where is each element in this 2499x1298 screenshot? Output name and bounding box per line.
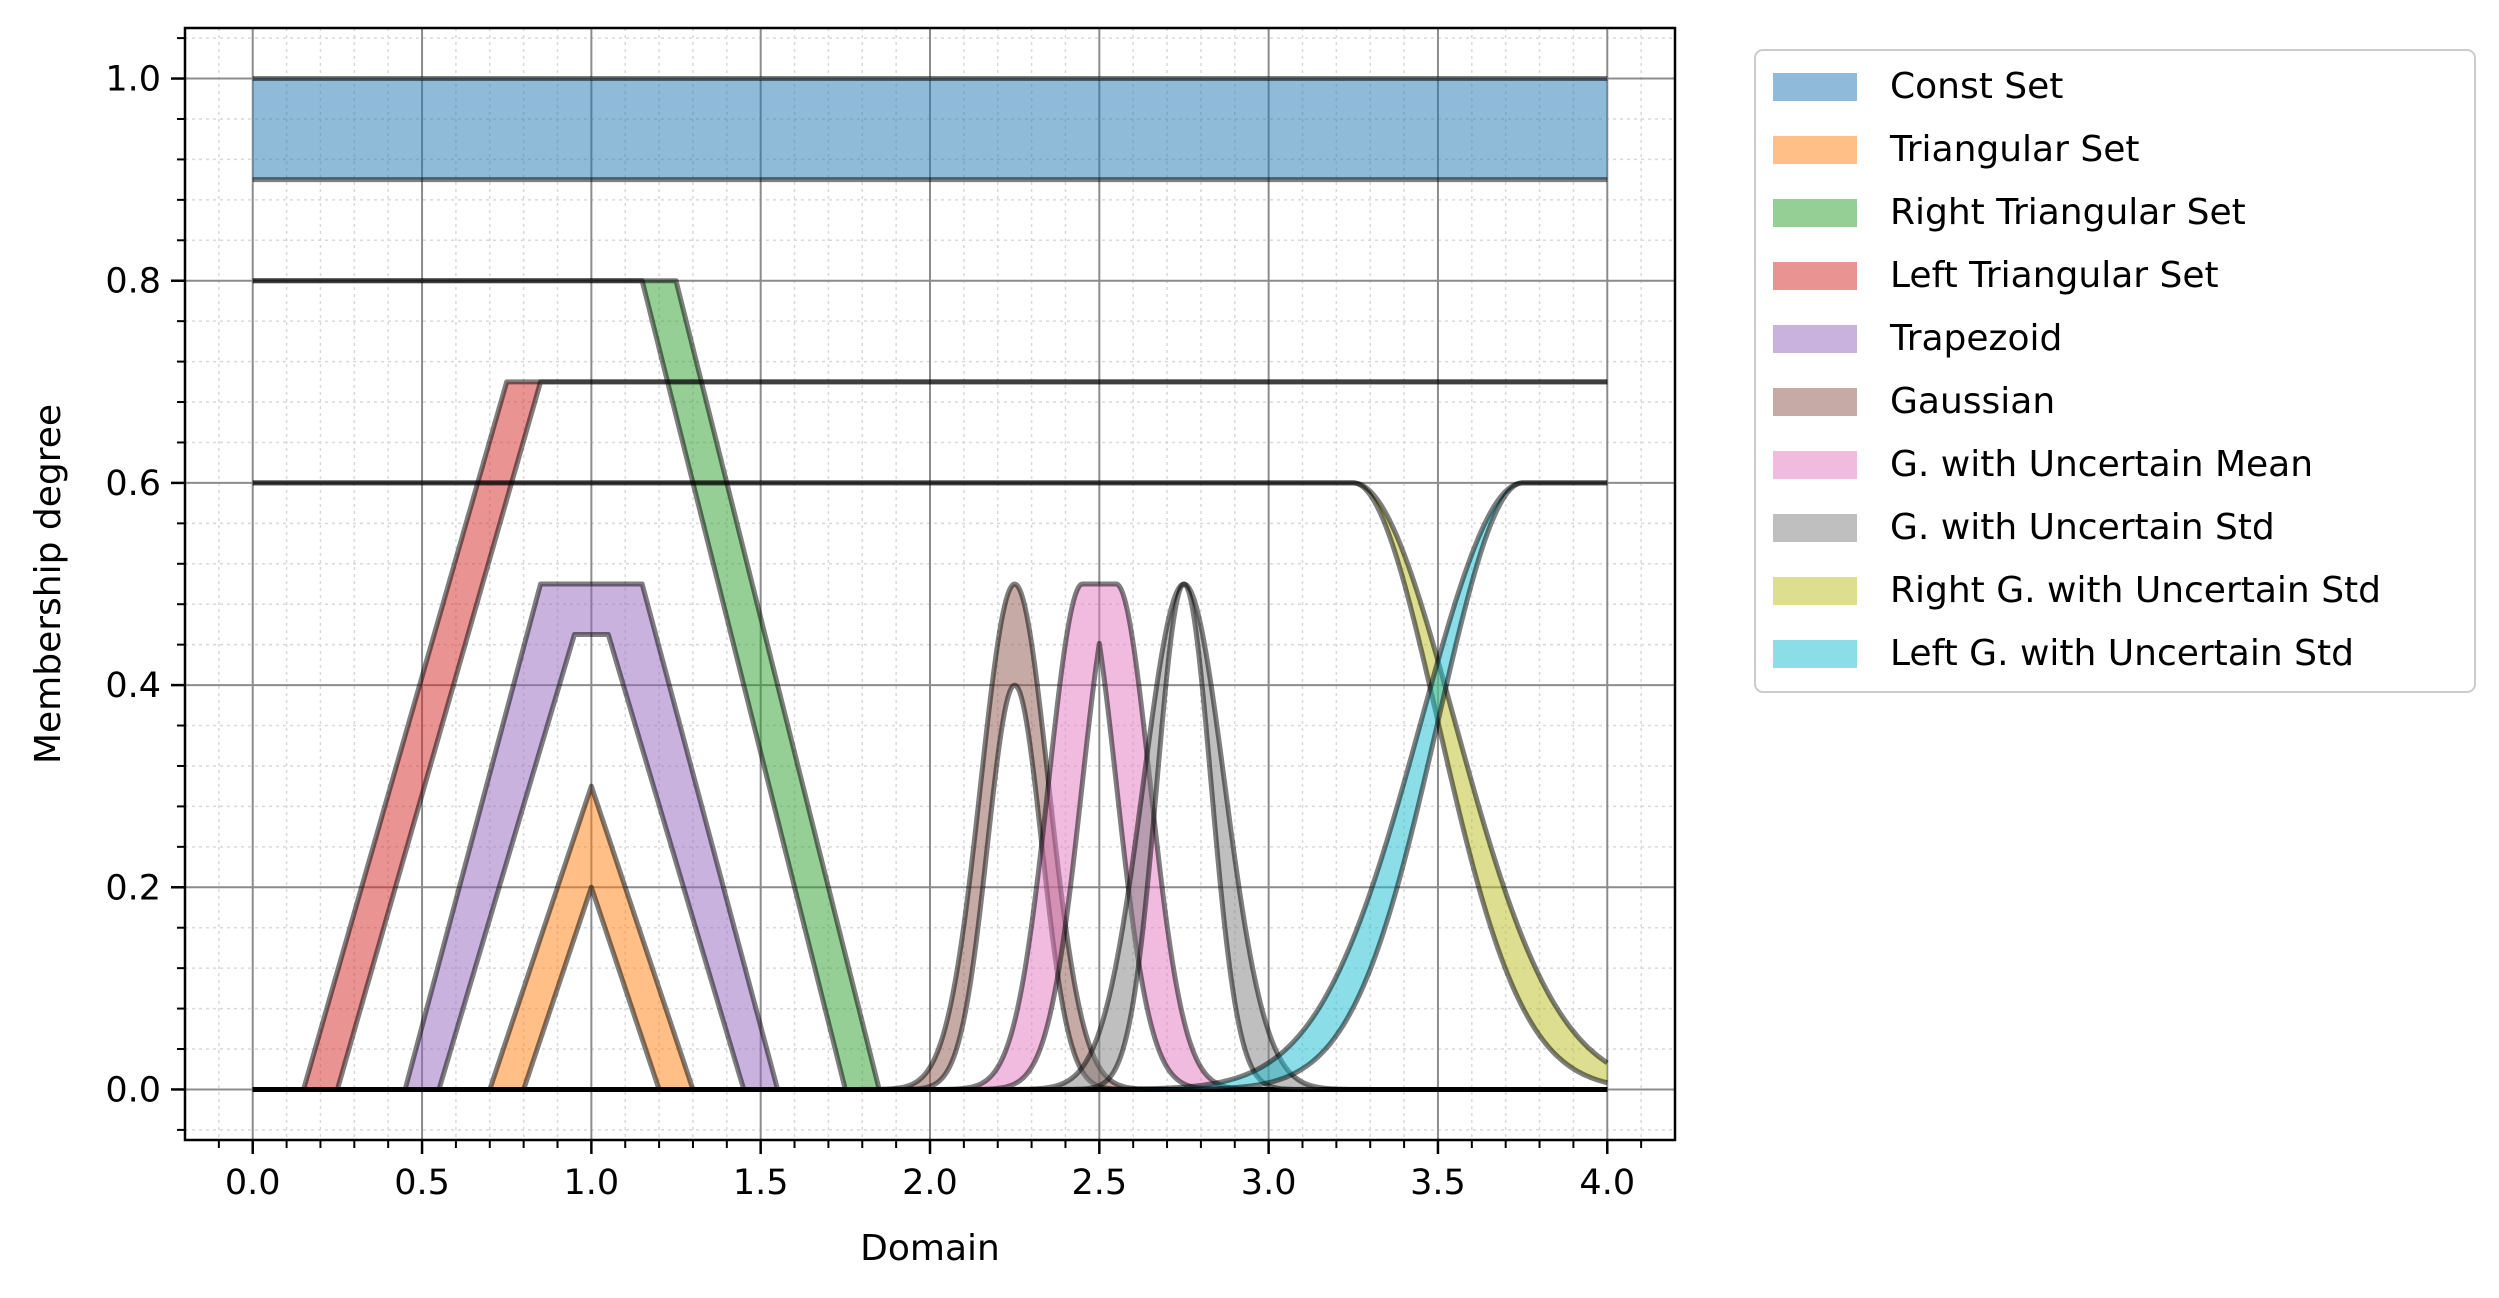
y-tick-label: 0.4 <box>105 666 161 706</box>
legend-swatch <box>1773 73 1857 101</box>
y-tick-label: 0.6 <box>105 464 161 504</box>
series-lower-line-right-g-with-uncertain-std <box>251 480 1609 1086</box>
legend-swatch <box>1773 199 1857 227</box>
legend-label: G. with Uncertain Mean <box>1890 444 2313 485</box>
legend-label: Left Triangular Set <box>1890 255 2219 296</box>
legend-label: Left G. with Uncertain Std <box>1890 633 2354 674</box>
x-tick-label: 0.0 <box>225 1163 281 1203</box>
legend-label: Triangular Set <box>1889 129 2139 170</box>
legend-label: G. with Uncertain Std <box>1890 507 2275 548</box>
legend-label: Gaussian <box>1890 381 2055 422</box>
series-fill-const-set <box>252 78 1608 180</box>
x-tick-label: 1.0 <box>564 1163 620 1203</box>
legend-swatch <box>1773 136 1857 164</box>
series-const-set <box>251 76 1609 183</box>
legend-swatch <box>1773 514 1857 542</box>
y-tick-label: 0.8 <box>105 262 161 302</box>
x-tick-label: 2.0 <box>902 1163 958 1203</box>
x-tick-label: 0.5 <box>394 1163 450 1203</box>
legend-swatch <box>1773 325 1857 353</box>
x-axis-label: Domain <box>860 1228 1000 1269</box>
x-tick-label: 3.5 <box>1410 1163 1466 1203</box>
series-left-g-with-uncertain-std <box>251 480 1609 1092</box>
legend-label: Right G. with Uncertain Std <box>1890 570 2381 611</box>
legend-swatch <box>1773 640 1857 668</box>
y-tick-label: 0.2 <box>105 868 161 908</box>
series-fill-triangular-set <box>252 786 1608 1090</box>
x-tick-label: 3.0 <box>1241 1163 1297 1203</box>
legend-label: Right Triangular Set <box>1890 192 2246 233</box>
series-lower-line-left-triangular-set <box>251 379 1609 1092</box>
legend-swatch <box>1773 577 1857 605</box>
series-lower-line-left-g-with-uncertain-std <box>251 480 1609 1092</box>
legend-swatch <box>1773 388 1857 416</box>
legend-swatch <box>1773 262 1857 290</box>
series-group <box>251 76 1609 1092</box>
series-left-triangular-set <box>251 379 1609 1092</box>
legend-swatch <box>1773 451 1857 479</box>
x-tick-label: 4.0 <box>1579 1163 1635 1203</box>
y-axis-label: Membership degree <box>28 404 69 764</box>
legend-box <box>1754 49 2476 693</box>
series-right-g-with-uncertain-std <box>251 480 1609 1086</box>
legend: Const Set Triangular Set Right Triangular … <box>1754 49 2476 693</box>
x-tick-label: 1.5 <box>733 1163 789 1203</box>
y-tick-label: 0.0 <box>105 1070 161 1110</box>
x-tick-label: 2.5 <box>1071 1163 1127 1203</box>
legend-label: Const Set <box>1890 66 2063 107</box>
legend-label: Trapezoid <box>1889 318 2062 359</box>
y-tick-label: 1.0 <box>105 60 161 100</box>
